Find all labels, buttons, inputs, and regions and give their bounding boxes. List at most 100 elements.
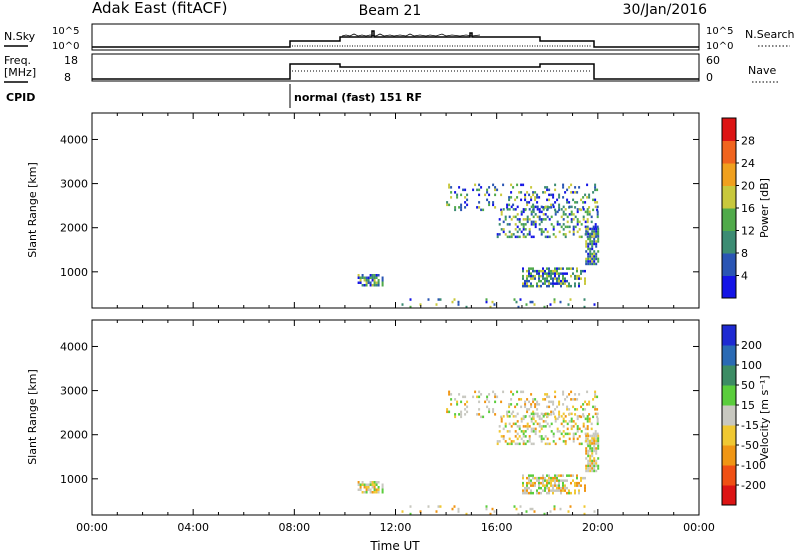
- power-data-cell: [548, 198, 551, 202]
- velocity-data-cell: [451, 507, 454, 511]
- velocity-data-cell: [367, 483, 370, 486]
- velocity-data-cell: [528, 491, 530, 495]
- power-data-cell: [369, 274, 372, 277]
- power-data-cell: [564, 272, 566, 275]
- power-data-cell: [580, 277, 582, 280]
- velocity-data-cell: [514, 435, 517, 438]
- velocity-data-cell: [554, 476, 556, 480]
- velocity-data-cell: [582, 403, 585, 406]
- power-data-cell: [548, 267, 550, 270]
- power-data-cell: [478, 188, 481, 192]
- velocity-data-cell: [574, 413, 577, 416]
- power-data-cell: [502, 208, 505, 211]
- velocity-colorbar-tick-label: 200: [741, 339, 762, 352]
- velocity-data-cell: [576, 474, 578, 477]
- velocity-data-cell: [572, 440, 575, 443]
- power-data-cell: [450, 191, 453, 194]
- velocity-colorbar-tick-label: 50: [741, 379, 755, 392]
- velocity-data-cell: [516, 432, 519, 436]
- velocity-data-cell: [482, 415, 485, 419]
- velocity-data-cell: [574, 481, 576, 485]
- velocity-data-cell: [590, 427, 593, 431]
- power-data-cell: [558, 272, 560, 275]
- power-data-cell: [587, 260, 590, 263]
- velocity-data-cell: [491, 507, 494, 511]
- velocity-data-cell: [576, 408, 579, 411]
- velocity-data-cell: [594, 432, 597, 436]
- power-data-cell: [532, 205, 535, 209]
- power-data-cell: [544, 235, 547, 239]
- power-frame: [91, 112, 700, 309]
- velocity-data-cell: [466, 400, 469, 404]
- velocity-data-cell: [556, 484, 558, 487]
- power-data-cell: [510, 218, 513, 221]
- velocity-data-cell: [544, 425, 547, 428]
- power-data-cell: [456, 193, 459, 197]
- velocity-data-cell: [536, 476, 538, 480]
- power-colorbar-tick-label: 20: [741, 180, 755, 193]
- velocity-colorbar-segment: [722, 405, 736, 426]
- nave-tick-high: 60: [706, 54, 720, 67]
- velocity-data-cell: [373, 483, 376, 486]
- power-data-cell: [544, 277, 546, 280]
- power-data-cell: [552, 282, 554, 285]
- power-data-cell: [554, 282, 556, 285]
- power-data-cell: [587, 252, 590, 256]
- velocity-data-cell: [587, 444, 590, 448]
- power-data-cell: [546, 186, 549, 189]
- velocity-data-cell: [550, 413, 553, 416]
- velocity-data-cell: [534, 481, 536, 485]
- power-data-cell: [528, 208, 531, 211]
- velocity-data-cell: [564, 442, 567, 446]
- power-data-cell: [554, 272, 556, 275]
- power-data-cell: [522, 210, 525, 214]
- velocity-data-cell: [375, 491, 378, 494]
- power-data-cell: [544, 279, 546, 283]
- velocity-data-cell: [530, 481, 532, 485]
- velocity-data-cell: [478, 413, 481, 416]
- power-data-cell: [595, 232, 598, 236]
- velocity-data-cell: [589, 454, 592, 458]
- power-data-cell: [556, 277, 558, 280]
- velocity-data-cell: [584, 476, 586, 480]
- velocity-data-cell: [522, 481, 524, 485]
- velocity-data-cell: [526, 425, 529, 428]
- power-data-cell: [572, 233, 575, 236]
- velocity-data-cell: [566, 486, 568, 490]
- velocity-data-cell: [548, 489, 550, 492]
- power-data-cell: [542, 230, 545, 234]
- power-data-cell: [377, 274, 380, 277]
- power-data-cell: [595, 255, 598, 258]
- velocity-data-cell: [525, 510, 528, 513]
- power-data-cell: [504, 218, 507, 221]
- velocity-data-cell: [510, 425, 513, 428]
- power-data-cell: [516, 213, 519, 216]
- power-data-cell: [522, 228, 525, 231]
- velocity-data-cell: [522, 484, 524, 487]
- power-data-cell: [536, 269, 538, 273]
- velocity-data-cell: [546, 479, 548, 482]
- power-data-cell: [532, 235, 535, 239]
- velocity-data-cell: [589, 462, 592, 465]
- power-data-cell: [590, 220, 593, 224]
- velocity-data-cell: [544, 489, 546, 492]
- power-data-cell: [562, 196, 565, 199]
- power-data-cell: [532, 208, 535, 211]
- velocity-data-cell: [597, 464, 600, 468]
- power-data-cell: [597, 237, 600, 241]
- power-data-cell: [572, 213, 575, 216]
- velocity-panel: 1000 2000 3000 4000 00:00 04:00 08:00 12:00 16:…: [26, 319, 771, 553]
- power-data-cell: [564, 233, 567, 236]
- velocity-data-cell: [597, 457, 600, 460]
- velocity-data-cell: [489, 512, 492, 516]
- power-data-cell: [464, 206, 467, 209]
- power-data-cell: [584, 225, 587, 229]
- power-data-cell: [488, 201, 491, 204]
- power-data-cell: [524, 228, 527, 231]
- velocity-data-cell: [363, 491, 366, 494]
- power-data-cell: [546, 208, 549, 211]
- velocity-data-cell: [576, 398, 579, 401]
- velocity-data-cell: [524, 430, 527, 433]
- power-data-cell: [508, 235, 511, 239]
- velocity-data-cell: [558, 437, 561, 441]
